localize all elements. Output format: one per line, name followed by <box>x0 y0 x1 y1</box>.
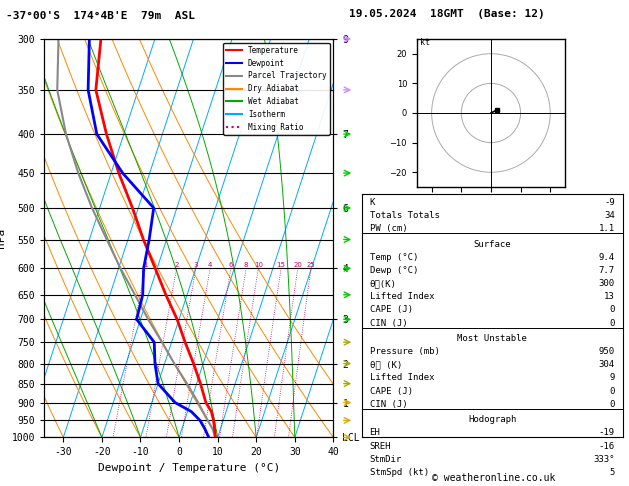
Text: Most Unstable: Most Unstable <box>457 334 527 343</box>
Text: Pressure (mb): Pressure (mb) <box>369 347 440 356</box>
Text: 34: 34 <box>604 211 615 220</box>
Text: 19.05.2024  18GMT  (Base: 12): 19.05.2024 18GMT (Base: 12) <box>349 9 545 19</box>
Text: StmDir: StmDir <box>369 455 402 464</box>
Text: θᴇ (K): θᴇ (K) <box>369 361 402 369</box>
Text: StmSpd (kt): StmSpd (kt) <box>369 468 428 477</box>
Text: 15: 15 <box>277 262 286 268</box>
Text: 9: 9 <box>610 374 615 382</box>
Text: 0: 0 <box>610 319 615 328</box>
Text: Temp (°C): Temp (°C) <box>369 253 418 262</box>
Text: -16: -16 <box>599 442 615 451</box>
Text: PW (cm): PW (cm) <box>369 225 407 233</box>
Text: 304: 304 <box>599 361 615 369</box>
Text: 6: 6 <box>229 262 233 268</box>
Text: SREH: SREH <box>369 442 391 451</box>
Text: CAPE (J): CAPE (J) <box>369 306 413 314</box>
Text: 300: 300 <box>599 279 615 288</box>
Text: 4: 4 <box>208 262 213 268</box>
Text: -9: -9 <box>604 198 615 207</box>
Text: -37°00'S  174°4B'E  79m  ASL: -37°00'S 174°4B'E 79m ASL <box>6 12 195 21</box>
Text: 8: 8 <box>244 262 248 268</box>
Text: 10: 10 <box>254 262 263 268</box>
Text: CIN (J): CIN (J) <box>369 319 407 328</box>
Text: 333°: 333° <box>593 455 615 464</box>
Text: 20: 20 <box>293 262 302 268</box>
Text: -19: -19 <box>599 429 615 437</box>
Text: 25: 25 <box>306 262 315 268</box>
Text: 1: 1 <box>143 262 148 268</box>
Text: 0: 0 <box>610 306 615 314</box>
Text: kt: kt <box>420 38 430 47</box>
Text: EH: EH <box>369 429 381 437</box>
Text: Surface: Surface <box>474 240 511 249</box>
Text: 5: 5 <box>610 468 615 477</box>
Text: 0: 0 <box>610 387 615 396</box>
X-axis label: Dewpoint / Temperature (°C): Dewpoint / Temperature (°C) <box>97 463 280 473</box>
Text: Hodograph: Hodograph <box>468 416 516 424</box>
Text: © weatheronline.co.uk: © weatheronline.co.uk <box>432 473 555 483</box>
Text: θᴇ(K): θᴇ(K) <box>369 279 396 288</box>
Text: Totals Totals: Totals Totals <box>369 211 440 220</box>
Text: 13: 13 <box>604 293 615 301</box>
Text: 3: 3 <box>194 262 198 268</box>
Text: 2: 2 <box>174 262 179 268</box>
Text: 0: 0 <box>610 400 615 409</box>
Text: Lifted Index: Lifted Index <box>369 374 434 382</box>
Text: Lifted Index: Lifted Index <box>369 293 434 301</box>
Y-axis label: km
ASL: km ASL <box>376 238 394 260</box>
Text: 9.4: 9.4 <box>599 253 615 262</box>
Text: K: K <box>369 198 375 207</box>
Text: 1.1: 1.1 <box>599 225 615 233</box>
Legend: Temperature, Dewpoint, Parcel Trajectory, Dry Adiabat, Wet Adiabat, Isotherm, Mi: Temperature, Dewpoint, Parcel Trajectory… <box>223 43 330 135</box>
Text: 7.7: 7.7 <box>599 266 615 275</box>
Text: CAPE (J): CAPE (J) <box>369 387 413 396</box>
Text: CIN (J): CIN (J) <box>369 400 407 409</box>
Text: 950: 950 <box>599 347 615 356</box>
Text: Dewp (°C): Dewp (°C) <box>369 266 418 275</box>
Y-axis label: hPa: hPa <box>0 228 6 248</box>
